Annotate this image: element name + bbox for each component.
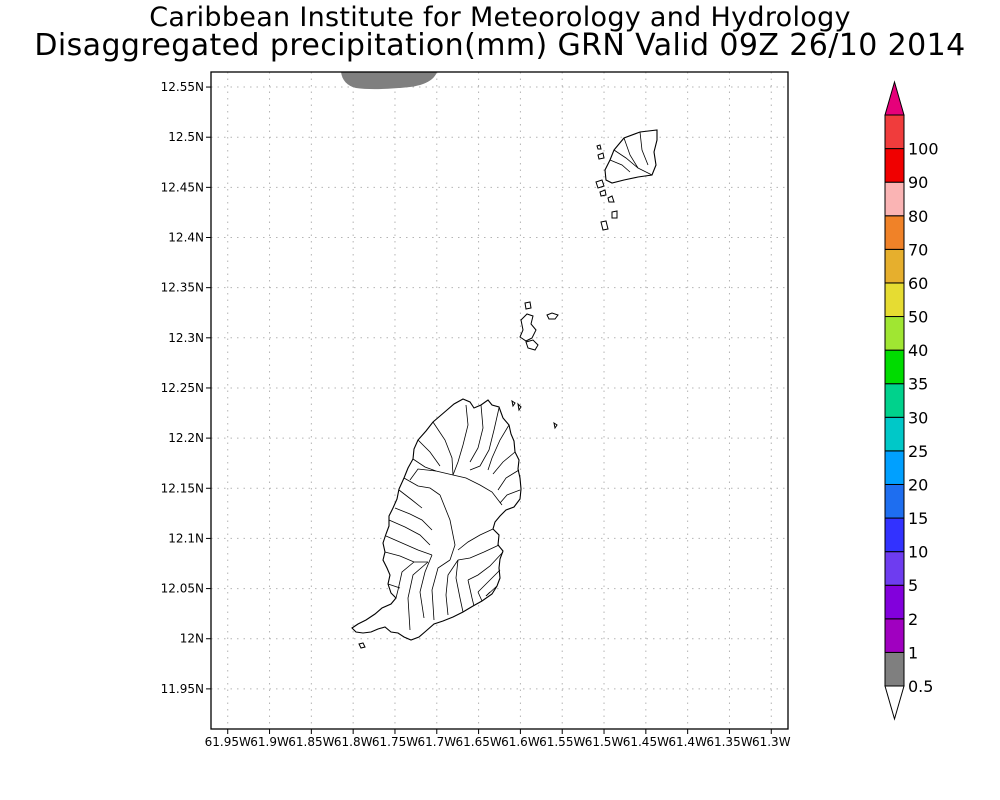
colorbar-level-label: 5 [908, 576, 918, 595]
colorbar-level-label: 70 [908, 240, 928, 259]
lon-tick-label: 61.5W [585, 735, 624, 749]
colorbar-swatch [884, 148, 905, 183]
lat-tick-label: 12.1N [168, 531, 204, 545]
precip-area-0.5-1mm[interactable] [341, 72, 437, 90]
plot-frame [210, 71, 789, 730]
colorbar-swatch [884, 551, 905, 586]
lat-tick-label: 12.55N [161, 80, 204, 94]
lon-tick-label: 61.85W [288, 735, 334, 749]
lon-tick-label: 61.65W [455, 735, 501, 749]
lon-tick-label: 61.8W [334, 735, 373, 749]
colorbar-level-label: 15 [908, 509, 928, 528]
grenada-parish-boundaries [384, 404, 521, 631]
lat-tick-label: 12.25N [161, 381, 204, 395]
colorbar-level-label: 0.5 [908, 677, 933, 696]
colorbar-level-label: 20 [908, 475, 928, 494]
lat-tick-label: 12N [180, 632, 204, 646]
colorbar-under-triangle [884, 685, 905, 721]
longitude-tick-labels: 61.95W 61.9W 61.85W 61.8W 61.75W 61.7W 61.65W 6… [205, 729, 791, 749]
colorbar-swatch [884, 215, 905, 250]
lon-tick-label: 61.35W [706, 735, 752, 749]
grenada-islet [511, 399, 516, 408]
northern-islands[interactable] [595, 129, 658, 231]
latitude-tick-labels: 12.55N 12.5N 12.45N 12.4N 12.35N 12.3N 12.25N 1… [161, 80, 211, 696]
colorbar-swatch [884, 584, 905, 620]
lat-tick-label: 12.05N [161, 582, 204, 596]
lon-tick-label: 61.75W [372, 735, 418, 749]
colorbar-swatch [884, 651, 905, 687]
grenada-islet [517, 402, 522, 412]
colorbar-swatch [884, 316, 905, 351]
colorbar-level-label: 40 [908, 341, 928, 360]
lon-tick-label: 61.3W [752, 735, 791, 749]
grenada-coastline [351, 398, 522, 641]
colorbar-swatch [884, 114, 905, 150]
colorbar-level-label: 50 [908, 308, 928, 327]
colorbar-swatch [884, 181, 905, 217]
grenada-islet [553, 421, 558, 430]
northern-island-boundaries [609, 131, 653, 176]
colorbar-swatch [884, 248, 905, 284]
colorbar-level-label: 80 [908, 207, 928, 226]
map-plot-area[interactable] [211, 72, 788, 729]
colorbar-level-label: 1 [908, 643, 918, 662]
lon-tick-label: 61.7W [417, 735, 456, 749]
lon-tick-label: 61.6W [501, 735, 540, 749]
colorbar-swatch [884, 450, 905, 485]
lat-tick-label: 12.4N [168, 231, 204, 245]
colorbar-level-label: 10 [908, 543, 928, 562]
grenada-islet [358, 642, 366, 649]
lat-tick-label: 12.5N [168, 130, 204, 144]
lon-tick-label: 61.45W [623, 735, 669, 749]
lat-tick-label: 11.95N [161, 682, 204, 696]
colorbar-level-label: 30 [908, 408, 928, 427]
colorbar-swatch [884, 383, 905, 418]
lon-tick-label: 61.9W [250, 735, 289, 749]
colorbar-level-label: 60 [908, 274, 928, 293]
lat-tick-label: 12.2N [168, 431, 204, 445]
lon-tick-label: 61.95W [205, 735, 251, 749]
colorbar-swatch [884, 416, 905, 452]
lat-tick-label: 12.45N [161, 180, 204, 194]
grenada-main-island[interactable] [351, 398, 558, 649]
colorbar-swatch [884, 517, 905, 553]
page-title: Caribbean Institute for Meteorology and … [149, 2, 851, 33]
colorbar-swatch [884, 483, 905, 519]
middle-islands[interactable] [519, 301, 559, 351]
lon-tick-label: 61.55W [539, 735, 585, 749]
colorbar-level-label: 100 [908, 140, 939, 159]
colorbar-swatch [884, 349, 905, 385]
page-subtitle: Disaggregated precipitation(mm) GRN Vali… [34, 28, 966, 63]
colorbar-level-label: 35 [908, 375, 928, 394]
colorbar-swatch [884, 282, 905, 318]
northern-islets [595, 144, 618, 231]
lat-tick-label: 12.35N [161, 281, 204, 295]
colorbar-level-label: 25 [908, 442, 928, 461]
colorbar-level-label: 2 [908, 610, 918, 629]
colorbar-swatch [884, 618, 905, 653]
lon-tick-label: 61.4W [668, 735, 707, 749]
lat-tick-label: 12.15N [161, 481, 204, 495]
colorbar-over-triangle [884, 80, 905, 116]
lat-tick-label: 12.3N [168, 331, 204, 345]
colorbar-level-label: 90 [908, 173, 928, 192]
